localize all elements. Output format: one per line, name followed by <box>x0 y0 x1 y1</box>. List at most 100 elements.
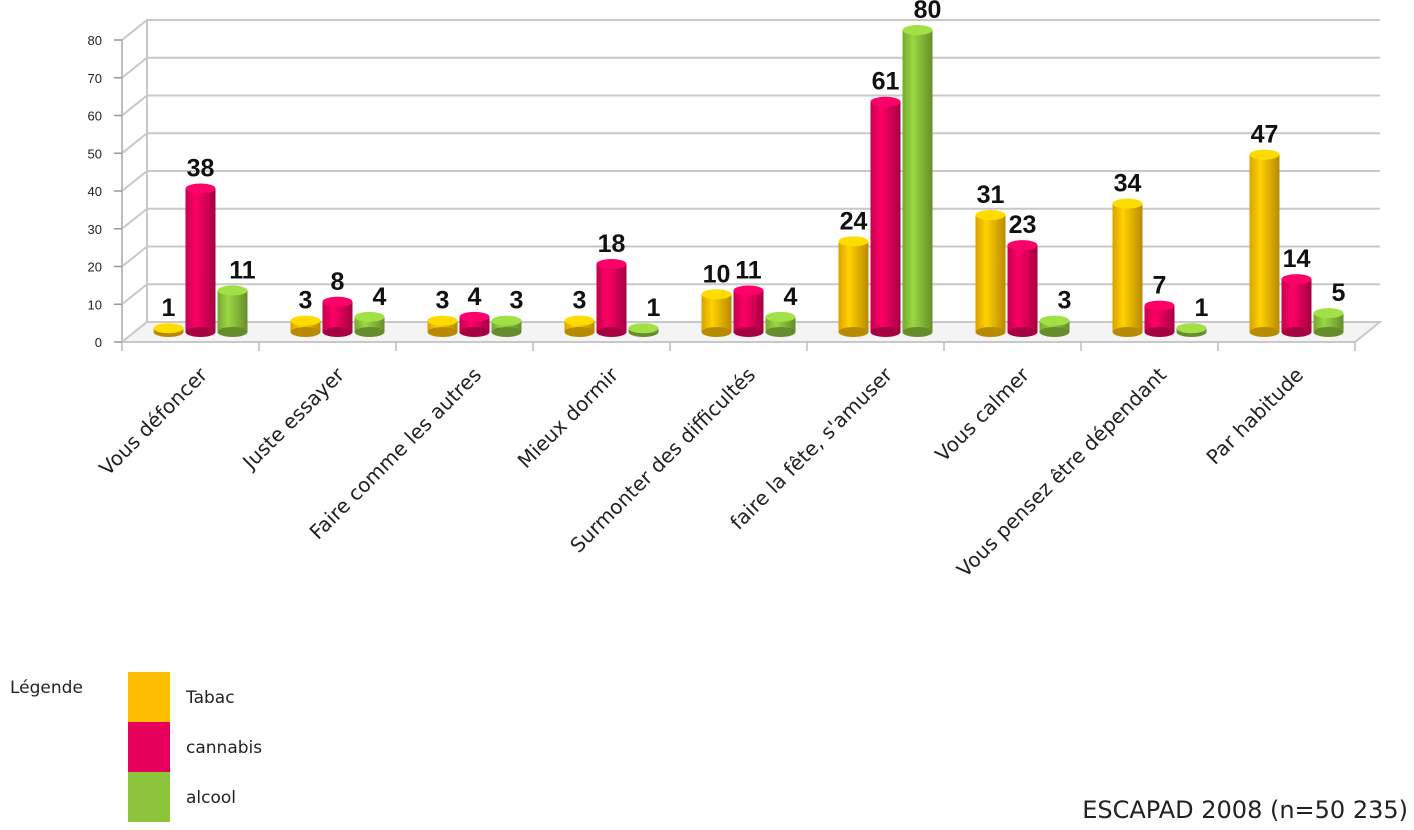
data-label-cannabis: 14 <box>1283 245 1311 273</box>
bar-tabac-3 <box>564 315 595 337</box>
data-label-alcool: 4 <box>784 283 798 311</box>
bar-top <box>491 315 522 326</box>
bar-base <box>564 327 595 337</box>
data-label-tabac: 31 <box>977 181 1005 209</box>
y-tick-label: 80 <box>88 33 102 48</box>
bar-cannabis-1 <box>322 296 353 337</box>
gridline <box>121 207 1380 230</box>
data-label-alcool: 11 <box>229 256 256 284</box>
bar-top <box>459 311 490 322</box>
bar-tabac-6 <box>975 209 1006 337</box>
legend-swatch-alcool <box>128 772 170 822</box>
bars <box>153 25 1344 337</box>
gridline <box>121 94 1380 117</box>
data-label-cannabis: 23 <box>1009 211 1037 239</box>
bar-base <box>290 327 321 337</box>
bar-body <box>1007 245 1038 332</box>
bar-body <box>701 294 732 332</box>
data-label-cannabis: 61 <box>872 68 900 96</box>
bar-base <box>596 327 627 337</box>
data-label-alcool: 1 <box>647 294 661 322</box>
legend-item-cannabis: cannabis <box>128 722 328 772</box>
data-label-cannabis: 18 <box>598 230 626 258</box>
bar-base <box>1112 327 1143 337</box>
bar-base <box>902 327 933 337</box>
bar-top <box>902 25 933 35</box>
bar-top <box>427 315 458 326</box>
bar-base <box>838 327 869 337</box>
bar-body <box>975 214 1006 332</box>
legend-label-alcool: alcool <box>186 788 237 808</box>
bar-cannabis-5 <box>870 96 901 337</box>
data-label-cannabis: 4 <box>468 283 482 311</box>
bar-body <box>1039 320 1070 332</box>
y-tick-label: 60 <box>88 109 102 124</box>
bar-base <box>1144 327 1175 337</box>
legend-item-tabac: Tabac <box>128 672 328 722</box>
data-label-tabac: 1 <box>162 294 176 322</box>
bar-alcool-8 <box>1313 308 1344 337</box>
gridline <box>121 132 1380 155</box>
data-label-tabac: 3 <box>573 287 587 315</box>
bar-alcool-0 <box>217 285 248 337</box>
bar-body <box>290 320 321 332</box>
bar-base <box>354 327 385 337</box>
bar-top <box>596 259 627 270</box>
bar-top <box>564 315 595 326</box>
bar-body <box>838 241 869 332</box>
bar-top <box>185 183 216 194</box>
bar-tabac-1 <box>290 315 321 337</box>
bar-top <box>354 311 385 322</box>
legend-label-tabac: Tabac <box>186 688 235 708</box>
bar-body <box>596 264 627 332</box>
bar-top <box>975 209 1006 220</box>
y-tick-label: 10 <box>88 297 102 312</box>
y-tick-label: 20 <box>88 260 102 275</box>
bar-base <box>1281 327 1312 337</box>
category-label: Juste essayer <box>236 362 349 475</box>
data-label-tabac: 3 <box>436 287 450 315</box>
bar-body <box>733 290 764 332</box>
bar-tabac-8 <box>1249 149 1280 337</box>
bar-top <box>765 311 796 322</box>
bar-alcool-1 <box>354 311 385 337</box>
bar-cannabis-7 <box>1144 300 1175 337</box>
bar-top <box>1112 198 1143 209</box>
bar-top <box>1249 149 1280 160</box>
bar-alcool-5 <box>902 25 933 337</box>
bar-base <box>185 327 216 337</box>
data-label-cannabis: 7 <box>1153 272 1167 300</box>
bar-tabac-0 <box>153 323 184 337</box>
bar-body <box>870 101 901 332</box>
bar-body <box>1249 154 1280 332</box>
bar-top <box>870 96 901 107</box>
bar-top <box>1039 315 1070 326</box>
bar-top <box>838 236 869 247</box>
bar-top <box>1176 323 1207 334</box>
bar-body <box>185 188 216 332</box>
bar-body <box>564 320 595 332</box>
bar-body <box>491 320 522 332</box>
bar-alcool-3 <box>628 323 659 337</box>
category-label: Mieux dormir <box>513 362 624 473</box>
gridline <box>121 56 1380 79</box>
bar-top <box>701 289 732 300</box>
data-label-alcool: 3 <box>510 287 524 315</box>
bar-top <box>1007 240 1038 251</box>
y-tick-label: 50 <box>88 146 102 161</box>
bar-base <box>1039 327 1070 337</box>
data-label-tabac: 24 <box>840 207 868 235</box>
category-label: Vous calmer <box>930 362 1034 466</box>
bar-alcool-4 <box>765 311 796 337</box>
legend-swatch-cannabis <box>128 722 170 772</box>
bar-top <box>628 323 659 334</box>
bar-base <box>322 327 353 337</box>
bar-base <box>733 327 764 337</box>
data-label-tabac: 3 <box>299 287 313 315</box>
bar-base <box>491 327 522 337</box>
legend-label-cannabis: cannabis <box>186 738 263 758</box>
bar-top <box>1144 300 1175 311</box>
source-caption: ESCAPAD 2008 (n=50 235) <box>1082 796 1408 824</box>
bar-top <box>153 323 184 334</box>
